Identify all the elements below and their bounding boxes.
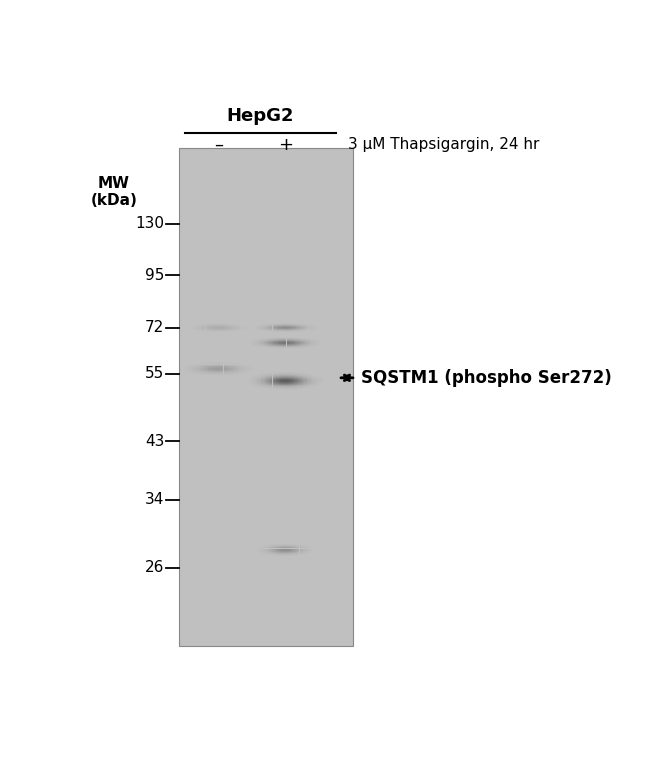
Text: 43: 43 <box>145 434 164 448</box>
Text: +: + <box>278 136 292 154</box>
Text: 34: 34 <box>145 492 164 507</box>
Text: –: – <box>214 136 223 154</box>
Text: SQSTM1 (phospho Ser272): SQSTM1 (phospho Ser272) <box>361 368 612 387</box>
Text: 130: 130 <box>135 216 164 231</box>
Text: 95: 95 <box>145 267 164 283</box>
Bar <box>179 148 354 647</box>
Text: MW
(kDa): MW (kDa) <box>90 176 137 208</box>
Text: 55: 55 <box>145 366 164 381</box>
Text: 26: 26 <box>145 561 164 575</box>
Text: 72: 72 <box>145 320 164 336</box>
Text: 3 μM Thapsigargin, 24 hr: 3 μM Thapsigargin, 24 hr <box>348 137 540 152</box>
Text: HepG2: HepG2 <box>226 107 294 125</box>
